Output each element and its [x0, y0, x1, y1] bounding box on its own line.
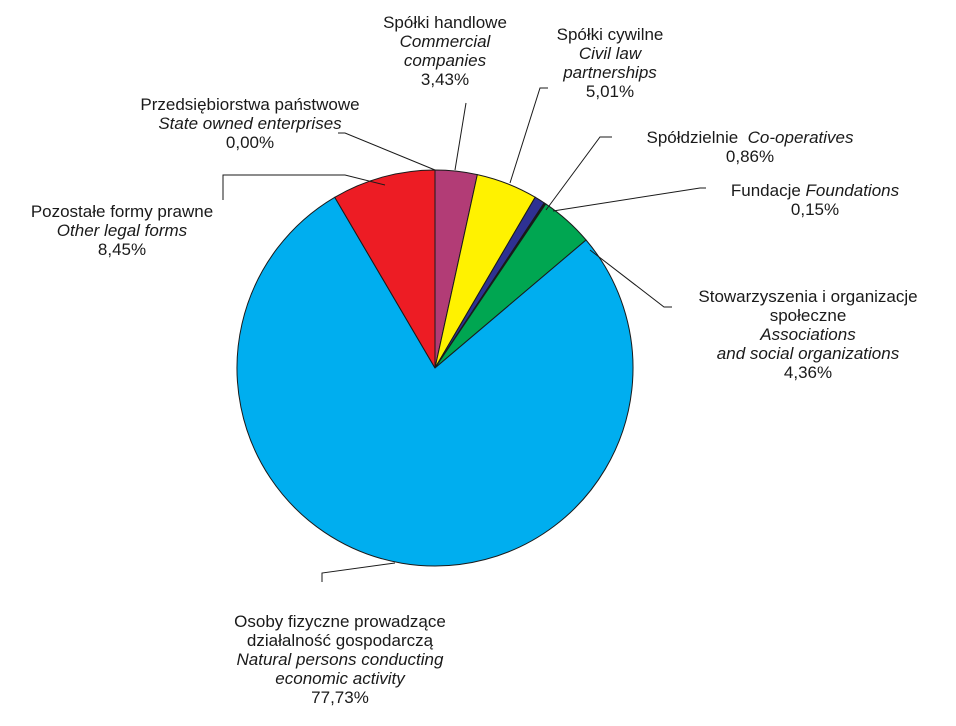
label-natural-en-2: economic activity: [275, 669, 405, 688]
leader-lines: [222, 87, 706, 582]
leader-line-commercial: [454, 102, 467, 171]
label-civil: Spółki cywilne Civil law partnerships 5,…: [545, 25, 675, 101]
label-other: Pozostałe formy prawne Other legal forms…: [2, 202, 242, 259]
label-coop-value: 0,86%: [725, 147, 775, 166]
label-state-en: State owned enterprises: [158, 114, 342, 133]
label-state: Przedsiębiorstwa państwowe State owned e…: [100, 95, 400, 152]
pie-slices: [236, 169, 634, 567]
leader-line-natural: [321, 562, 396, 582]
leader-line-coop: [545, 136, 612, 211]
label-assoc-en-2: and social organizations: [716, 344, 900, 363]
label-natural: Osoby fizyczne prowadzące działalność go…: [180, 612, 500, 707]
label-civil-en-2: partnerships: [563, 63, 657, 82]
label-other-value: 8,45%: [97, 240, 147, 259]
pie-slice-5: [236, 196, 634, 567]
label-natural-pl-2: działalność gospodarczą: [246, 631, 434, 650]
label-assoc-value: 4,36%: [783, 363, 833, 382]
label-commercial-en-1: Commercial: [399, 32, 491, 51]
leader-line-state: [338, 132, 436, 171]
label-found-pl: Fundacje: [730, 181, 801, 200]
label-natural-pl-1: Osoby fizyczne prowadzące: [234, 612, 446, 631]
label-assoc: Stowarzyszenia i organizacje społeczne A…: [668, 287, 948, 382]
label-found: Fundacje Foundations 0,15%: [695, 181, 935, 219]
label-coop-pl: Spółdzielnie: [646, 128, 739, 147]
leader-line-other: [222, 174, 386, 200]
label-coop: Spółdzielnie Co-operatives 0,86%: [610, 128, 890, 166]
leader-line-found: [552, 187, 706, 212]
label-found-line: Fundacje Foundations: [695, 181, 935, 200]
label-found-value: 0,15%: [790, 200, 840, 219]
label-commercial: Spółki handlowe Commercial companies 3,4…: [375, 13, 515, 89]
label-assoc-en-1: Associations: [760, 325, 856, 344]
label-found-en: Foundations: [805, 181, 900, 200]
label-coop-line: Spółdzielnie Co-operatives: [610, 128, 890, 147]
label-assoc-pl-2: społeczne: [769, 306, 847, 325]
leader-line-civil: [509, 87, 548, 184]
label-commercial-value: 3,43%: [420, 70, 470, 89]
label-coop-en: Co-operatives: [747, 128, 854, 147]
label-civil-pl: Spółki cywilne: [556, 25, 664, 44]
label-state-pl: Przedsiębiorstwa państwowe: [140, 95, 360, 114]
label-commercial-pl: Spółki handlowe: [383, 13, 507, 32]
label-commercial-en-2: companies: [403, 51, 487, 70]
label-civil-en-1: Civil law: [578, 44, 642, 63]
label-natural-value: 77,73%: [311, 688, 369, 707]
label-state-value: 0,00%: [225, 133, 275, 152]
label-assoc-pl-1: Stowarzyszenia i organizacje: [698, 287, 918, 306]
label-other-pl: Pozostałe formy prawne: [30, 202, 214, 221]
leader-line-assoc: [589, 249, 672, 308]
label-natural-en-1: Natural persons conducting: [236, 650, 444, 669]
label-civil-value: 5,01%: [585, 82, 635, 101]
pie-slice-6: [334, 169, 436, 369]
label-other-en: Other legal forms: [56, 221, 188, 240]
